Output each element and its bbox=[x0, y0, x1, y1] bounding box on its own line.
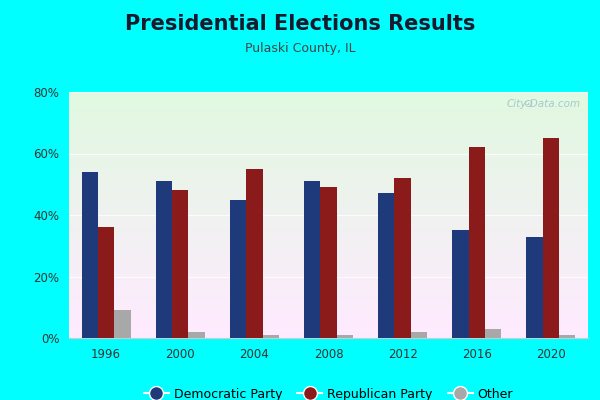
Bar bbox=[378, 194, 394, 338]
Bar bbox=[172, 190, 188, 338]
Bar bbox=[543, 138, 559, 338]
Bar bbox=[263, 335, 279, 338]
Bar bbox=[559, 335, 575, 338]
Bar bbox=[320, 187, 337, 338]
Bar bbox=[394, 178, 411, 338]
Bar bbox=[411, 332, 427, 338]
Bar bbox=[246, 169, 263, 338]
Bar bbox=[188, 332, 205, 338]
Bar bbox=[114, 310, 131, 338]
Legend: Democratic Party, Republican Party, Other: Democratic Party, Republican Party, Othe… bbox=[139, 382, 518, 400]
Bar bbox=[526, 236, 543, 338]
Text: Pulaski County, IL: Pulaski County, IL bbox=[245, 42, 355, 55]
Bar bbox=[230, 200, 246, 338]
Text: ⊙: ⊙ bbox=[524, 99, 533, 109]
Text: City-Data.com: City-Data.com bbox=[506, 99, 580, 109]
Bar bbox=[82, 172, 98, 338]
Bar bbox=[98, 227, 114, 338]
Bar bbox=[469, 147, 485, 338]
Bar bbox=[452, 230, 469, 338]
Bar bbox=[485, 329, 501, 338]
Text: Presidential Elections Results: Presidential Elections Results bbox=[125, 14, 475, 34]
Bar bbox=[156, 181, 172, 338]
Bar bbox=[304, 181, 320, 338]
Bar bbox=[337, 335, 353, 338]
